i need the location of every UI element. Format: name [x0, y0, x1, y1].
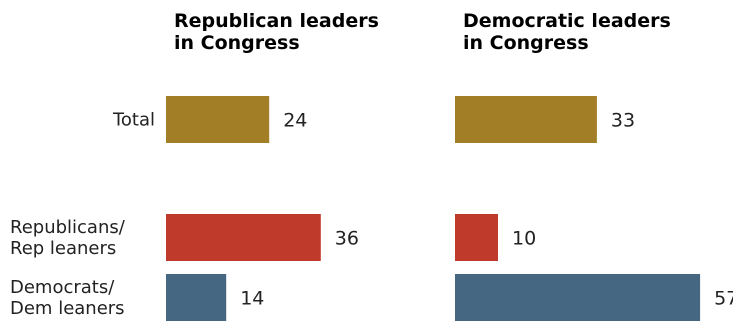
value-label-row1-panel0: 36 [335, 228, 359, 250]
panel-title-democratic: Democratic leaders in Congress [463, 10, 671, 54]
value-label-row2-panel0: 14 [240, 288, 264, 310]
bar-row0-panel0 [166, 96, 270, 143]
row-label-line: Total [112, 110, 155, 131]
panel-title-line: Republican leaders [174, 10, 379, 32]
bar-row2-panel1 [455, 274, 701, 321]
row-label-line: Dem leaners [10, 298, 125, 319]
row-label-line: Rep leaners [10, 238, 116, 259]
panel-title-republican: Republican leaders in Congress [174, 10, 379, 54]
row-label-2: Democrats/Dem leaners [10, 277, 125, 319]
panel-title-line: in Congress [174, 32, 300, 54]
bar-row2-panel0 [166, 274, 227, 321]
panel-title-line: in Congress [463, 32, 589, 54]
value-label-row2-panel1: 57 [714, 288, 733, 310]
bar-row1-panel1 [455, 214, 498, 261]
row-label-1: Republicans/Rep leaners [10, 217, 126, 259]
row-label-line: Republicans/ [10, 217, 126, 238]
value-label-row0-panel1: 33 [611, 110, 635, 132]
value-label-row1-panel1: 10 [512, 228, 536, 250]
bar-row1-panel0 [166, 214, 321, 261]
bar-row0-panel1 [455, 96, 597, 143]
row-label-line: Democrats/ [10, 277, 115, 298]
row-label-0: Total [112, 110, 155, 131]
value-label-row0-panel0: 24 [283, 110, 307, 132]
panel-title-line: Democratic leaders [463, 10, 671, 32]
